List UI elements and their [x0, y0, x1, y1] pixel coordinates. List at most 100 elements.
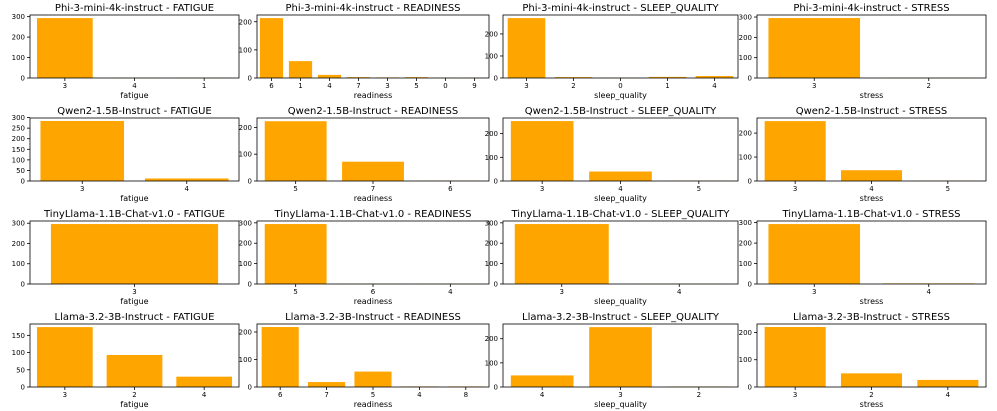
- bar-4: [510, 375, 574, 387]
- x-tick-label: 9: [472, 82, 476, 90]
- x-tick-label: 6: [448, 185, 453, 193]
- x-tick-label: 4: [327, 82, 332, 90]
- subplot-16: Llama-3.2-3B-Instruct - STRESS 3 2 4 0 100 200…: [739, 312, 987, 409]
- x-tick-label: 7: [356, 82, 360, 90]
- subplot-8: Qwen2-1.5B-Instruct - STRESS 3 4 5 0 100 200 st…: [739, 106, 987, 203]
- x-axis-label: sleep_quality: [594, 297, 647, 306]
- bar-2: [840, 373, 903, 387]
- y-tick-label: 100: [239, 151, 252, 159]
- plot-frame: [256, 220, 490, 285]
- x-tick-label: 1: [298, 82, 302, 90]
- subplot-title: Llama-3.2-3B-Instruct - READINESS: [285, 312, 461, 323]
- subplot-title: Llama-3.2-3B-Instruct - SLEEP_QUALITY: [522, 312, 720, 323]
- x-tick-label: 8: [464, 391, 468, 399]
- plot-frame: [256, 117, 490, 182]
- plot-frame: [256, 323, 490, 388]
- x-tick-label: 3: [63, 391, 67, 399]
- y-tick-label: 0: [21, 281, 25, 289]
- x-axis-label: stress: [860, 194, 884, 203]
- bar-3: [764, 327, 826, 387]
- x-tick-label: 1: [202, 82, 206, 90]
- x-tick-label: 1: [665, 82, 669, 90]
- subplot-6: Qwen2-1.5B-Instruct - READINESS 5 7 6 0 100 20…: [239, 106, 490, 203]
- bar-3: [514, 224, 609, 284]
- subplot-3: Phi-3-mini-4k-instruct - SLEEP_QUALITY 3 2…: [485, 3, 739, 100]
- subplot-title: TinyLlama-1.1B-Chat-v1.0 - FATIGUE: [43, 209, 225, 220]
- x-tick-label: 6: [371, 288, 376, 296]
- bar-4: [176, 376, 233, 387]
- plot-frame: [502, 117, 739, 182]
- x-tick-label: 0: [618, 82, 622, 90]
- x-tick-label: 7: [371, 185, 375, 193]
- x-tick-label: 2: [927, 82, 931, 90]
- subplot-7: Qwen2-1.5B-Instruct - SLEEP_QUALITY 3 4 5 0 1…: [485, 106, 739, 203]
- bar-6: [259, 18, 284, 78]
- bar-3: [764, 121, 826, 181]
- y-tick-label: 0: [494, 75, 498, 83]
- subplot-9: TinyLlama-1.1B-Chat-v1.0 - FATIGUE 3 0 100 2…: [12, 209, 240, 306]
- x-axis-label: fatigue: [120, 194, 148, 203]
- bar-3: [768, 18, 861, 79]
- x-tick-label: 4: [417, 391, 422, 399]
- y-tick-label: 0: [21, 178, 25, 186]
- bar-3: [40, 120, 125, 181]
- y-tick-label: 300: [12, 13, 25, 21]
- bar-5: [264, 121, 327, 181]
- y-tick-label: 200: [739, 34, 752, 42]
- y-tick-label: 100: [12, 349, 25, 357]
- bar-5: [404, 77, 429, 78]
- bar-1: [648, 76, 687, 78]
- y-tick-label: 0: [748, 384, 752, 392]
- y-tick-label: 200: [485, 335, 498, 343]
- x-tick-label: 4: [448, 288, 453, 296]
- y-tick-label: 0: [248, 384, 252, 392]
- bar-3: [768, 224, 861, 284]
- x-tick-label: 2: [571, 82, 575, 90]
- bar-3: [510, 121, 574, 181]
- x-tick-label: 3: [618, 391, 622, 399]
- x-tick-label: 5: [293, 185, 297, 193]
- y-tick-label: 200: [485, 30, 498, 38]
- subplot-title: Phi-3-mini-4k-instruct - SLEEP_QUALITY: [522, 3, 719, 14]
- y-tick-label: 200: [12, 135, 25, 143]
- x-axis-label: sleep_quality: [594, 194, 647, 203]
- subplot-1: Phi-3-mini-4k-instruct - FATIGUE 3 4 1 0 100 2…: [12, 3, 240, 100]
- y-tick-label: 200: [239, 18, 252, 26]
- subplot-15: Llama-3.2-3B-Instruct - SLEEP_QUALITY 4 3 2…: [485, 312, 739, 409]
- subplot-13: Llama-3.2-3B-Instruct - FATIGUE 3 2 4 0 50 100…: [12, 312, 240, 409]
- plot-frame: [756, 14, 987, 79]
- y-tick-label: 200: [239, 124, 252, 132]
- y-tick-label: 100: [12, 260, 25, 268]
- y-tick-label: 200: [739, 240, 752, 248]
- subplot-12: TinyLlama-1.1B-Chat-v1.0 - STRESS 3 4 0 100 2…: [739, 209, 987, 306]
- y-tick-label: 300: [12, 220, 25, 228]
- x-axis-label: fatigue: [120, 91, 148, 100]
- y-tick-label: 0: [494, 281, 498, 289]
- x-tick-label: 5: [293, 288, 297, 296]
- x-tick-label: 2: [697, 391, 701, 399]
- y-tick-label: 200: [739, 329, 752, 337]
- bar-3: [589, 327, 652, 387]
- x-tick-label: 3: [524, 82, 528, 90]
- y-tick-label: 100: [485, 52, 498, 60]
- x-tick-label: 5: [371, 391, 375, 399]
- plot-frame: [256, 14, 490, 79]
- x-axis-label: fatigue: [120, 400, 148, 409]
- y-tick-label: 200: [239, 240, 252, 248]
- y-tick-label: 300: [12, 114, 25, 122]
- subplot-title: TinyLlama-1.1B-Chat-v1.0 - STRESS: [781, 209, 960, 220]
- y-tick-label: 200: [485, 240, 498, 248]
- y-tick-label: 200: [12, 34, 25, 42]
- bar-4: [695, 76, 734, 78]
- subplot-5: Qwen2-1.5B-Instruct - FATIGUE 3 4 0 50 100 150…: [12, 106, 240, 203]
- x-axis-label: sleep_quality: [594, 400, 647, 409]
- plot-frame: [756, 117, 987, 182]
- x-tick-label: 2: [132, 391, 136, 399]
- y-tick-label: 100: [12, 54, 25, 62]
- bar-5: [264, 224, 327, 284]
- bar-2: [106, 354, 163, 387]
- x-tick-label: 7: [324, 391, 328, 399]
- x-tick-label: 6: [278, 391, 283, 399]
- y-tick-label: 0: [21, 75, 25, 83]
- bar-4: [840, 170, 903, 181]
